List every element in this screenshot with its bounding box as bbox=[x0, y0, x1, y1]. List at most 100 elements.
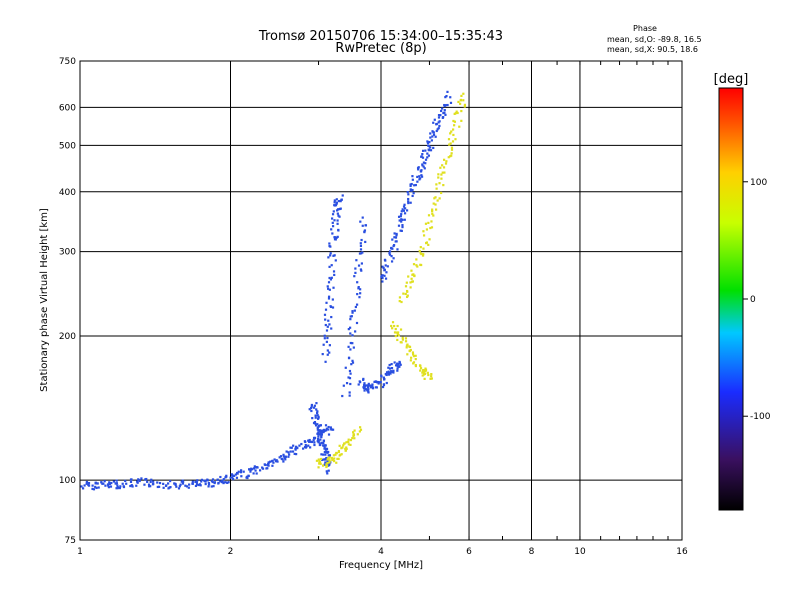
data-point bbox=[327, 425, 330, 429]
data-point bbox=[404, 285, 408, 288]
data-point bbox=[333, 204, 337, 207]
data-point bbox=[387, 370, 390, 373]
data-point bbox=[310, 403, 313, 407]
data-point bbox=[424, 222, 428, 225]
data-point bbox=[414, 354, 417, 357]
data-point bbox=[430, 220, 433, 223]
data-point bbox=[423, 377, 426, 380]
data-point bbox=[327, 469, 330, 472]
data-point bbox=[439, 114, 442, 117]
data-point bbox=[456, 111, 459, 115]
data-point bbox=[390, 324, 393, 328]
data-point bbox=[419, 252, 422, 255]
data-point bbox=[409, 356, 413, 359]
data-point bbox=[359, 381, 362, 384]
data-point bbox=[359, 268, 363, 271]
data-point bbox=[435, 129, 438, 133]
data-point bbox=[328, 454, 331, 457]
data-point bbox=[347, 376, 350, 379]
data-point bbox=[421, 371, 424, 374]
data-point bbox=[397, 362, 400, 366]
data-point bbox=[416, 265, 419, 268]
data-point bbox=[292, 444, 295, 447]
data-point bbox=[213, 481, 216, 485]
data-point bbox=[390, 246, 393, 250]
data-point bbox=[106, 483, 110, 486]
data-point bbox=[336, 222, 339, 225]
data-point bbox=[321, 458, 324, 462]
data-point bbox=[331, 225, 335, 228]
data-point bbox=[333, 273, 336, 277]
data-point bbox=[336, 212, 339, 215]
data-point bbox=[354, 267, 357, 270]
data-point bbox=[341, 194, 344, 197]
data-point bbox=[328, 242, 331, 245]
data-point bbox=[463, 105, 466, 108]
data-point bbox=[329, 254, 332, 257]
data-point bbox=[352, 433, 355, 436]
data-point bbox=[200, 478, 204, 481]
y-tick-label: 75 bbox=[65, 536, 76, 546]
data-point bbox=[393, 236, 396, 239]
data-point bbox=[378, 381, 381, 384]
y-tick-label: 400 bbox=[59, 188, 76, 198]
data-point bbox=[325, 329, 329, 332]
data-point bbox=[349, 348, 352, 351]
data-point bbox=[432, 131, 435, 134]
data-point bbox=[404, 207, 407, 210]
data-point bbox=[360, 269, 363, 272]
data-point bbox=[385, 271, 388, 274]
data-point bbox=[359, 220, 362, 223]
data-point bbox=[288, 453, 291, 456]
data-point bbox=[316, 411, 319, 415]
data-point bbox=[253, 465, 256, 468]
grid-lines bbox=[80, 61, 682, 540]
data-point bbox=[424, 162, 427, 165]
data-point bbox=[324, 360, 327, 363]
data-point bbox=[87, 483, 90, 487]
data-point bbox=[405, 344, 409, 347]
data-point bbox=[421, 164, 424, 167]
data-point bbox=[414, 358, 417, 361]
data-point bbox=[409, 188, 412, 191]
data-point bbox=[398, 219, 401, 222]
data-point bbox=[414, 363, 417, 367]
data-point bbox=[432, 146, 435, 150]
data-point bbox=[325, 470, 328, 473]
data-point bbox=[184, 484, 187, 487]
data-point bbox=[315, 459, 319, 462]
data-point bbox=[194, 480, 197, 483]
data-point bbox=[448, 143, 451, 146]
data-point bbox=[427, 154, 431, 157]
data-point bbox=[428, 238, 431, 241]
data-point bbox=[339, 207, 342, 210]
data-point bbox=[362, 384, 366, 387]
x-axis-ticks: 1 2 4 6 8 10 16 bbox=[77, 61, 688, 557]
data-point bbox=[222, 478, 225, 481]
data-point bbox=[357, 264, 361, 267]
data-point bbox=[361, 251, 364, 254]
data-point bbox=[395, 331, 398, 334]
data-point bbox=[114, 482, 117, 485]
data-point bbox=[452, 119, 455, 123]
data-point bbox=[430, 377, 433, 380]
data-point bbox=[420, 263, 423, 267]
data-point bbox=[325, 463, 328, 466]
data-point bbox=[446, 90, 449, 93]
data-point bbox=[317, 435, 320, 438]
data-point bbox=[412, 273, 415, 276]
data-point bbox=[101, 482, 104, 485]
data-point bbox=[122, 485, 125, 488]
data-point bbox=[318, 462, 321, 465]
data-point bbox=[384, 264, 387, 267]
data-point bbox=[149, 480, 152, 483]
data-point bbox=[342, 384, 345, 387]
data-point bbox=[451, 128, 455, 131]
data-point bbox=[322, 458, 325, 461]
data-point bbox=[415, 258, 418, 261]
data-point bbox=[430, 373, 433, 376]
data-point bbox=[413, 184, 416, 187]
data-point bbox=[384, 277, 388, 280]
data-point bbox=[368, 384, 372, 387]
data-point bbox=[276, 460, 279, 463]
